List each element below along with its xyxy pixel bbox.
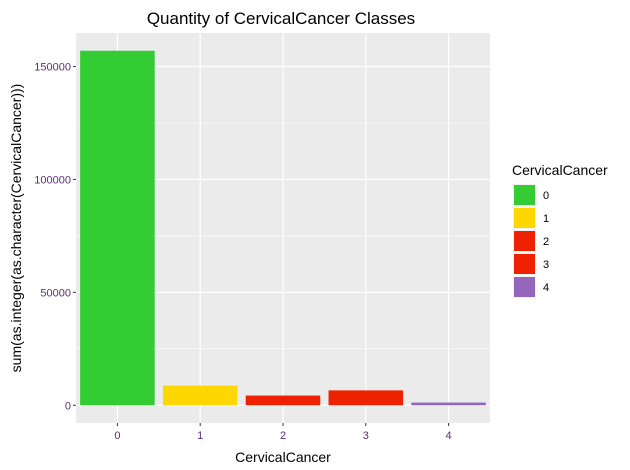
bar-1 [162,385,238,406]
x-tick-label: 0 [114,430,120,442]
legend-label-4: 4 [543,282,549,294]
legend-swatch-4 [514,277,535,297]
legend-swatch-2 [514,231,535,251]
bar-2 [245,395,321,406]
legend-label-1: 1 [543,213,549,225]
legend-label-0: 0 [543,190,549,202]
legend-swatch-0 [514,185,535,205]
bars [80,50,486,406]
legend-swatch-3 [514,254,535,274]
x-tick-label: 1 [197,430,203,442]
y-tick-label: 0 [65,400,71,412]
y-tick-label: 150000 [34,62,71,74]
legend-title: CervicalCancer [512,162,608,178]
legend-swatch-1 [514,208,535,228]
y-axis-title: sum(as.integer(as.character(CervicalCanc… [8,84,24,373]
legend-label-3: 3 [543,259,549,271]
chart-title: Quantity of CervicalCancer Classes [147,9,415,28]
bar-4 [411,402,486,406]
x-tick-label: 2 [280,430,286,442]
x-axis-title: CervicalCancer [235,449,331,465]
x-tick-label: 3 [363,430,369,442]
x-axis: 0 1 2 3 4 [114,423,452,442]
legend-label-2: 2 [543,236,549,248]
y-axis: 0 50000 100000 150000 [34,62,76,412]
bar-0 [80,50,155,406]
bar-3 [328,390,404,406]
y-tick-label: 50000 [40,287,71,299]
y-tick-label: 100000 [34,174,71,186]
x-tick-label: 4 [446,430,452,442]
legend: CervicalCancer 0 1 2 3 4 [512,162,608,298]
